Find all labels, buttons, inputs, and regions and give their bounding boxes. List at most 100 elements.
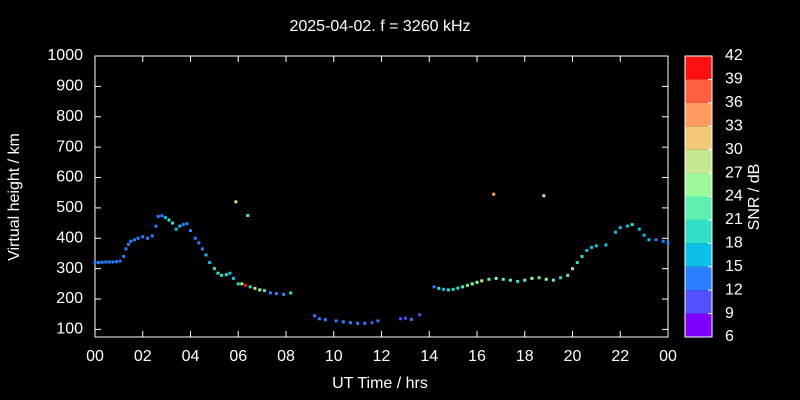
point bbox=[156, 214, 160, 218]
point bbox=[189, 229, 192, 233]
colorbar-tick-label: 39 bbox=[725, 71, 743, 88]
point bbox=[356, 321, 360, 325]
point bbox=[220, 273, 224, 277]
point bbox=[666, 241, 670, 245]
point bbox=[575, 261, 579, 265]
point bbox=[313, 314, 317, 318]
colorbar-band bbox=[685, 313, 712, 337]
point bbox=[132, 238, 136, 242]
point bbox=[141, 235, 145, 239]
colorbar-band bbox=[685, 79, 712, 103]
point bbox=[647, 238, 651, 242]
point bbox=[637, 227, 641, 231]
point bbox=[341, 320, 345, 324]
point bbox=[451, 287, 455, 291]
point bbox=[642, 233, 646, 237]
point bbox=[129, 239, 133, 243]
point bbox=[409, 317, 413, 321]
point bbox=[363, 321, 367, 325]
x-tick-label: 18 bbox=[516, 348, 534, 365]
point bbox=[154, 224, 158, 228]
point bbox=[208, 261, 212, 265]
point bbox=[480, 279, 484, 283]
point bbox=[240, 282, 244, 286]
x-tick-label: 08 bbox=[277, 348, 295, 365]
point bbox=[604, 243, 608, 247]
point bbox=[399, 317, 403, 321]
point bbox=[508, 278, 512, 282]
point bbox=[150, 234, 154, 238]
point bbox=[282, 292, 286, 296]
point bbox=[97, 261, 101, 265]
point bbox=[446, 288, 450, 292]
point bbox=[204, 253, 208, 257]
y-tick-label: 400 bbox=[56, 229, 83, 246]
y-axis-label: Virtual height / km bbox=[6, 133, 23, 261]
point bbox=[585, 248, 589, 252]
point bbox=[171, 221, 175, 225]
x-axis-label: UT Time / hrs bbox=[332, 375, 428, 392]
colorbar-band bbox=[685, 196, 712, 220]
point bbox=[167, 218, 171, 222]
colorbar-band bbox=[685, 173, 712, 197]
point bbox=[193, 236, 197, 240]
point bbox=[465, 283, 469, 287]
point bbox=[625, 224, 629, 228]
colorbar-tick-label: 6 bbox=[725, 328, 734, 345]
x-tick-label: 12 bbox=[373, 348, 391, 365]
point bbox=[246, 213, 250, 217]
x-tick-label: 10 bbox=[325, 348, 343, 365]
point bbox=[542, 194, 546, 198]
point bbox=[594, 244, 598, 248]
point bbox=[487, 277, 491, 281]
colorbar-band bbox=[685, 219, 712, 244]
y-tick-label: 300 bbox=[56, 260, 83, 277]
point bbox=[263, 289, 267, 293]
x-tick-label: 00 bbox=[659, 348, 677, 365]
colorbar-tick-label: 36 bbox=[725, 94, 743, 111]
colorbar-tick-label: 9 bbox=[725, 305, 734, 322]
point bbox=[418, 313, 422, 317]
y-tick-label: 500 bbox=[56, 199, 83, 216]
x-tick-label: 20 bbox=[564, 348, 582, 365]
point bbox=[442, 287, 446, 291]
point bbox=[475, 280, 479, 284]
point bbox=[334, 319, 338, 323]
point bbox=[559, 276, 563, 280]
point bbox=[537, 276, 541, 280]
point bbox=[126, 242, 130, 246]
point bbox=[274, 292, 278, 296]
point bbox=[100, 260, 104, 264]
point bbox=[197, 241, 201, 245]
y-tick-label: 900 bbox=[56, 78, 83, 95]
point bbox=[114, 260, 118, 264]
point bbox=[174, 227, 178, 231]
colorbar-tick-label: 21 bbox=[725, 211, 743, 228]
point bbox=[403, 316, 407, 320]
point bbox=[258, 288, 262, 292]
point bbox=[111, 260, 115, 264]
point bbox=[181, 223, 185, 227]
colorbar-band bbox=[685, 149, 712, 174]
point bbox=[566, 273, 570, 277]
point bbox=[456, 286, 460, 290]
point bbox=[243, 283, 247, 287]
colorbar-tick-label: 24 bbox=[725, 188, 743, 205]
point bbox=[236, 282, 240, 286]
point bbox=[212, 267, 216, 271]
point bbox=[461, 285, 465, 289]
point bbox=[200, 247, 204, 251]
colorbar-label: SNR / dB bbox=[746, 164, 763, 231]
point bbox=[432, 285, 436, 289]
x-tick-label: 22 bbox=[611, 348, 629, 365]
point bbox=[571, 267, 574, 271]
point bbox=[661, 239, 665, 243]
y-tick-label: 100 bbox=[56, 321, 83, 338]
colorbar-band bbox=[685, 56, 712, 80]
point bbox=[146, 236, 150, 240]
point bbox=[613, 230, 617, 234]
point bbox=[317, 317, 321, 321]
point bbox=[122, 254, 126, 258]
